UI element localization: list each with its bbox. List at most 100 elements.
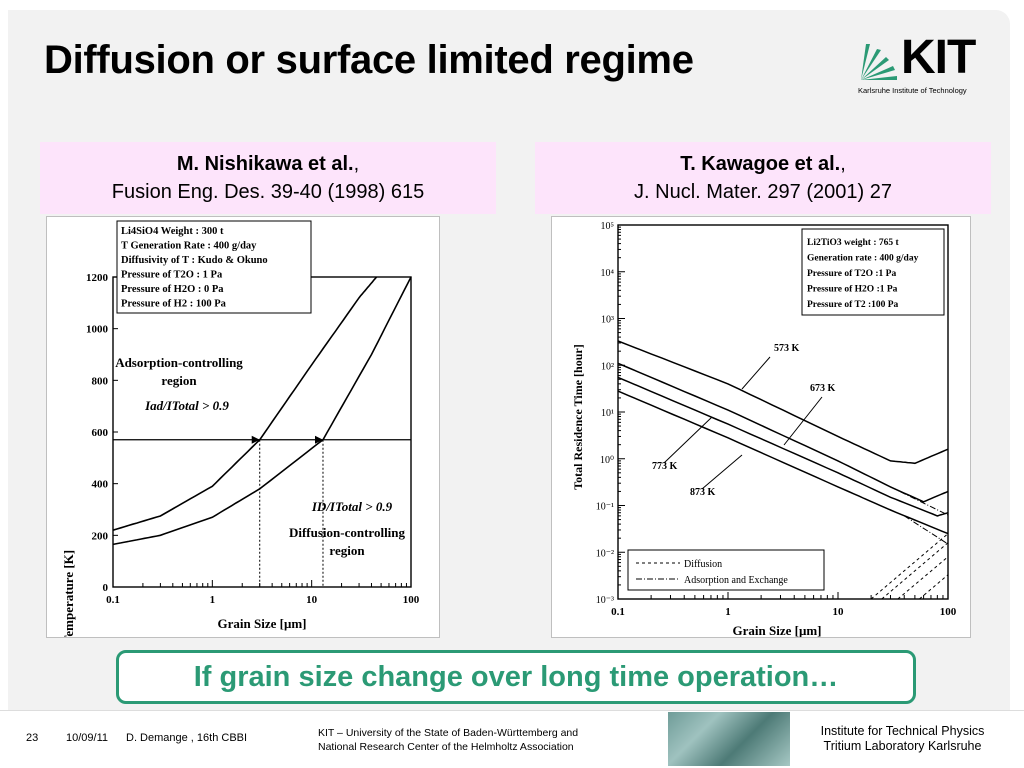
footer-institute-line1: Institute for Technical Physics xyxy=(820,724,985,738)
chart2-y-tick-label: 10³ xyxy=(601,315,614,326)
chart2-series-label: 873 K xyxy=(690,487,716,498)
chart-temperature-vs-grain-size: 0 200 400 600 800 1000 1200 0.1 1 10 100 Li4SiO4 W… xyxy=(46,216,440,644)
chart1-info-line: Li4SiO4 Weight : 300 t xyxy=(121,226,224,237)
chart2-x-tick-label: 0.1 xyxy=(611,606,625,618)
kit-logo-subtitle: Karlsruhe Institute of Technology xyxy=(858,86,967,95)
chart1-y-tick-label: 200 xyxy=(92,530,109,542)
footer-university-line1: KIT – University of the State of Baden-W… xyxy=(318,727,579,739)
chart1-info-box: Li4SiO4 Weight : 300 t T Generation Rate … xyxy=(116,220,312,314)
chart1-y-tick-label: 1200 xyxy=(86,272,109,284)
chart1-y-tick-label: 1000 xyxy=(86,324,109,336)
footer-page-number: 23 xyxy=(26,732,39,744)
reference-box-kawagoe: T. Kawagoe et al., J. Nucl. Mater. 297 (… xyxy=(535,142,991,214)
chart1-info-line: Pressure of T2O : 1 Pa xyxy=(121,270,223,281)
chart1-y-tick-label: 800 xyxy=(92,375,109,387)
chart1-info-line: Pressure of H2O : 0 Pa xyxy=(121,284,224,295)
ref-comma: , xyxy=(353,153,360,175)
chart2-legend: Diffusion Adsorption and Exchange xyxy=(627,549,825,591)
chart2-info-line: Pressure of H2O :1 Pa xyxy=(807,285,898,295)
footer-lab-photo xyxy=(668,712,790,766)
chart2-series-label: 773 K xyxy=(652,461,678,472)
footer-date: 10/09/11 xyxy=(66,732,109,744)
footer-university-line2: National Research Center of the Helmholt… xyxy=(318,741,574,753)
footer-separator xyxy=(0,710,1024,711)
callout-grain-size: If grain size change over long time oper… xyxy=(116,650,916,704)
chart1-info-line: T Generation Rate : 400 g/day xyxy=(121,241,257,252)
chart1-y-tick-label: 600 xyxy=(92,427,109,439)
kit-logo-text: KIT xyxy=(901,31,976,84)
chart2-y-tick-label: 10⁻¹ xyxy=(596,502,614,513)
chart1-x-axis-label: Grain Size [μm] xyxy=(218,616,307,631)
chart1-x-tick-label: 10 xyxy=(306,594,318,606)
chart2-x-axis-label: Grain Size [μm] xyxy=(733,623,822,637)
chart2-info-box: Li2TiO3 weight : 765 t Generation rate : … xyxy=(801,228,945,316)
chart2-y-tick-label: 10⁻³ xyxy=(596,595,614,606)
chart1-marker-arrow xyxy=(251,435,260,444)
chart2-y-tick-label: 10⁵ xyxy=(601,221,615,232)
chart2-series-573k xyxy=(617,340,949,465)
kit-logo-fan-icon xyxy=(861,44,897,80)
ref-authors: T. Kawagoe et al. xyxy=(680,153,841,175)
chart2-series-label: 573 K xyxy=(774,343,800,354)
chart1-annotation-diffusion: Diffusion-controlling xyxy=(289,525,406,540)
chart1-x-tick-label: 100 xyxy=(403,594,420,606)
chart1-x-tick-label: 1 xyxy=(210,594,216,606)
chart2-diffusion-line xyxy=(897,556,949,600)
ref-comma: , xyxy=(840,153,846,175)
chart2-label-leader xyxy=(701,454,743,490)
kit-logo: KIT Karlsruhe Institute of Technology xyxy=(855,30,995,100)
chart2-y-tick-label: 10¹ xyxy=(601,408,614,419)
chart2-x-tick-label: 1 xyxy=(725,606,731,618)
chart1-annotation-adsorption-region: region xyxy=(161,373,197,388)
chart2-info-line: Pressure of T2O :1 Pa xyxy=(807,269,896,279)
footer-author: D. Demange , 16th CBBI xyxy=(126,732,248,744)
chart1-marker-arrow xyxy=(314,435,323,444)
chart2-legend-adsorption-label: Adsorption and Exchange xyxy=(684,575,788,586)
chart2-series-773k xyxy=(617,376,949,517)
footer-university: KIT – University of the State of Baden-W… xyxy=(318,726,658,754)
chart2-diffusion-line xyxy=(919,574,949,600)
chart2-series-label: 673 K xyxy=(810,383,836,394)
chart2-legend-frame xyxy=(627,549,825,591)
chart1-svg: 0 200 400 600 800 1000 1200 0.1 1 10 100 Li4SiO4 W… xyxy=(61,220,420,644)
chart2-x-tick-label: 100 xyxy=(940,606,957,618)
chart1-info-line: Diffusivity of T : Kudo & Okuno xyxy=(121,255,268,266)
chart2-info-line: Generation rate : 400 g/day xyxy=(807,254,919,264)
chart2-x-tick-label: 10 xyxy=(833,606,845,618)
chart1-y-tick-label: 400 xyxy=(92,479,109,491)
slide-title: Diffusion or surface limited regime xyxy=(44,38,694,82)
footer-institute-line2: Tritium Laboratory Karlsruhe xyxy=(823,739,982,753)
chart2-y-tick-label: 10⁻² xyxy=(596,548,614,559)
chart1-annotation-diffusion-ratio: ID/ITotal > 0.9 xyxy=(311,499,393,514)
chart2-y-tick-label: 10⁴ xyxy=(601,268,615,279)
chart2-y-tick-label: 10⁰ xyxy=(600,455,614,466)
chart2-info-line: Pressure of T2 :100 Pa xyxy=(807,300,899,310)
chart2-y-axis-label: Total Residence Time [hour] xyxy=(571,344,585,489)
ref-authors: M. Nishikawa et al. xyxy=(176,153,354,175)
chart2-adsorption-line xyxy=(903,515,949,545)
chart2-legend-diffusion-label: Diffusion xyxy=(684,559,722,570)
footer: 23 10/09/11 D. Demange , 16th CBBI KIT –… xyxy=(0,710,1024,768)
footer-institute: Institute for Technical Physics Tritium … xyxy=(800,724,1005,754)
chart2-info-line: Li2TiO3 weight : 765 t xyxy=(807,238,899,248)
chart-residence-time-vs-grain-size: 10⁻³ 10⁻² 10⁻¹ 10⁰ 10¹ 10² 10³ 10⁴ 10⁵ 0.1 1 10 100 … xyxy=(551,216,971,638)
frame-top xyxy=(0,0,1024,10)
chart2-label-leader xyxy=(741,356,771,390)
chart1-plot-frame xyxy=(112,276,412,588)
chart1-annotation-diffusion-region: region xyxy=(329,543,365,558)
chart1-y-tick-label: 0 xyxy=(103,582,109,594)
chart2-label-leader xyxy=(783,396,823,446)
ref-citation: Fusion Eng. Des. 39-40 (1998) 615 xyxy=(111,181,425,203)
chart2-y-tick-label: 10² xyxy=(601,361,614,372)
chart1-info-frame xyxy=(116,220,312,314)
chart2-series-673k xyxy=(617,362,949,503)
chart1-y-axis-label: Temperature [K] xyxy=(61,550,76,637)
chart1-annotation-adsorption-ratio: Iad/ITotal > 0.9 xyxy=(144,398,229,413)
frame-right xyxy=(1010,10,1024,710)
chart1-info-line: Pressure of H2 : 100 Pa xyxy=(121,299,227,310)
chart1-x-tick-label: 0.1 xyxy=(106,594,120,606)
chart1-annotation-adsorption: Adsorption-controlling xyxy=(115,355,243,370)
ref-citation: J. Nucl. Mater. 297 (2001) 27 xyxy=(634,181,892,203)
chart2-info-frame xyxy=(801,228,945,316)
